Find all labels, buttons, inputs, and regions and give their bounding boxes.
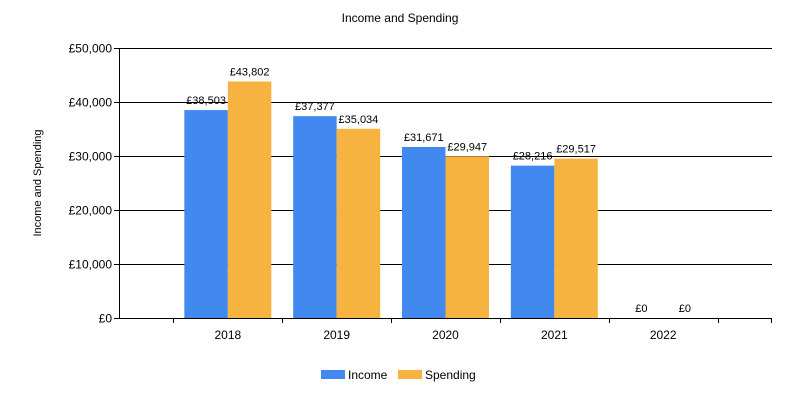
bar-income-2019 <box>293 116 337 318</box>
data-label-spending-2022: £0 <box>679 303 691 315</box>
data-label-income-2018: £38,503 <box>186 95 226 107</box>
y-axis-label: Income and Spending <box>32 129 44 236</box>
data-label-spending-2021: £29,517 <box>556 144 596 156</box>
bar-spending-2020 <box>445 156 489 318</box>
x-tick-label: 2021 <box>541 328 568 342</box>
legend: Income Spending <box>321 368 476 382</box>
data-label-income-2020: £31,671 <box>404 132 444 144</box>
chart-title: Income and Spending <box>342 11 459 25</box>
data-label-spending-2019: £35,034 <box>339 114 379 126</box>
y-tick-label: £0 <box>99 312 113 326</box>
legend-label-income: Income <box>348 368 388 382</box>
x-tick-label: 2020 <box>432 328 459 342</box>
y-tick-label: £20,000 <box>69 204 113 218</box>
bar-income-2021 <box>510 165 555 318</box>
y-tick-label: £50,000 <box>69 42 113 56</box>
bar-spending-2021 <box>554 158 598 318</box>
bar-spending-2019 <box>336 128 381 318</box>
y-tick-label: £40,000 <box>69 96 113 110</box>
data-label-income-2019: £37,377 <box>295 101 335 113</box>
bar-income-2018 <box>184 110 228 318</box>
data-label-income-2022: £0 <box>635 303 647 315</box>
data-label-spending-2020: £29,947 <box>447 141 487 153</box>
data-labels: £38,503 £37,377 £31,671 £28,216 £0 £43,802 £35… <box>186 66 691 315</box>
x-tick-label: 2018 <box>214 328 241 342</box>
x-tick-label: 2022 <box>650 328 677 342</box>
y-tick-label: £10,000 <box>69 258 113 272</box>
legend-label-spending: Spending <box>425 368 476 382</box>
data-label-spending-2018: £43,802 <box>230 66 270 78</box>
x-tick-label: 2019 <box>323 328 350 342</box>
bars <box>184 81 598 318</box>
bar-spending-2018 <box>227 81 272 318</box>
legend-swatch-income <box>321 370 345 379</box>
y-tick-label: £30,000 <box>69 150 113 164</box>
data-label-income-2021: £28,216 <box>513 151 553 163</box>
bar-income-2020 <box>402 146 446 318</box>
axes: £0 £10,000 £20,000 £30,000 £40,000 £50,000 201… <box>69 42 772 342</box>
legend-swatch-spending <box>398 370 422 379</box>
